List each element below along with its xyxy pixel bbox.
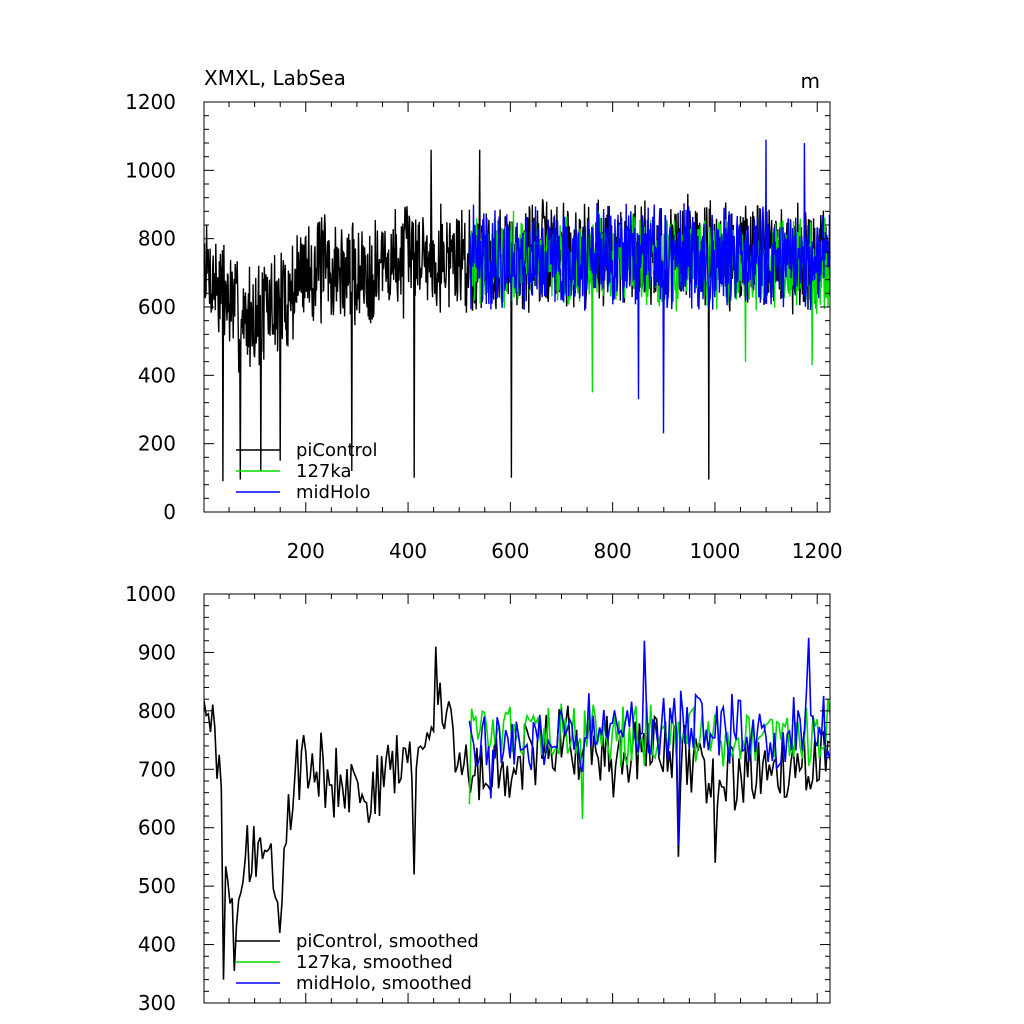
series-line-picontrol	[204, 149, 830, 482]
y-tick-label: 400	[138, 363, 176, 387]
y-tick-label: 200	[138, 432, 176, 456]
x-tick-label: 400	[389, 539, 427, 563]
x-tick-label: 600	[491, 539, 529, 563]
series-line-midholo-smoothed	[468, 637, 830, 846]
legend-label: piControl, smoothed	[296, 931, 479, 952]
unit-label: m	[801, 69, 820, 93]
series-line-127ka-smoothed	[468, 699, 830, 820]
x-tick-label: 800	[594, 539, 632, 563]
y-tick-label: 500	[138, 874, 176, 898]
y-tick-label: 600	[138, 295, 176, 319]
y-tick-label: 400	[138, 933, 176, 957]
series-line-midholo	[468, 139, 830, 434]
series-line-picontrol-smoothed	[204, 646, 830, 980]
chart-title: XMXL, LabSea	[204, 66, 346, 90]
legend-label: midHolo	[296, 482, 371, 503]
y-tick-label: 300	[138, 991, 176, 1015]
legend-label: piControl	[296, 440, 378, 461]
y-tick-label: 800	[138, 699, 176, 723]
y-tick-label: 0	[163, 500, 176, 524]
legend-label: 127ka, smoothed	[296, 952, 453, 973]
y-tick-label: 1000	[125, 158, 176, 182]
x-tick-label: 1200	[792, 539, 843, 563]
y-tick-label: 1000	[125, 582, 176, 606]
y-tick-label: 900	[138, 640, 176, 664]
x-tick-label: 1000	[689, 539, 740, 563]
plot-frame	[203, 593, 831, 1004]
legend-label: midHolo, smoothed	[296, 973, 472, 994]
bottom-panel: 300 400 500 600 700 800 900 1000 piControl, smoo…	[125, 582, 831, 1015]
top-panel: 0 200 400 600 800 1000 1200 200 400 600 800 1000 120…	[125, 66, 843, 563]
y-tick-label: 700	[138, 757, 176, 781]
legend-label: 127ka	[296, 461, 352, 482]
x-tick-label: 200	[287, 539, 325, 563]
y-tick-label: 800	[138, 227, 176, 251]
y-tick-label: 1200	[125, 90, 176, 114]
y-tick-label: 600	[138, 816, 176, 840]
